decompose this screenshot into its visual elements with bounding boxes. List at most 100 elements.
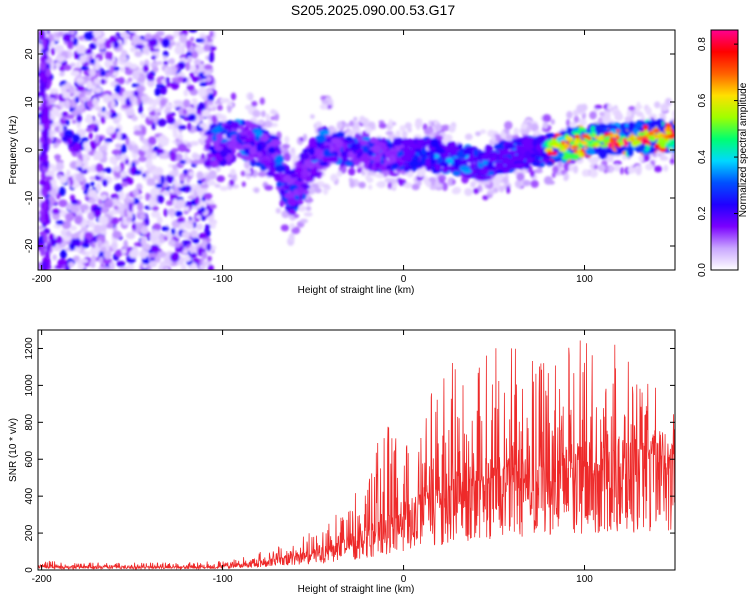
spectrogram-y-tick-label: 0 <box>24 147 35 153</box>
spectrogram-cell <box>284 192 296 199</box>
spectrogram-cell <box>534 150 541 157</box>
spectrogram-cell <box>161 38 171 48</box>
spectrogram-cell <box>48 103 53 111</box>
spectrogram-cell <box>69 194 76 201</box>
colorbar-gradient <box>710 29 739 271</box>
spectrogram-cell <box>348 177 353 183</box>
spectrogram-cell <box>142 173 147 178</box>
spectrogram-cell <box>114 84 122 94</box>
spectrogram-cell <box>168 66 173 76</box>
spectrogram-cell <box>251 159 257 164</box>
spectrogram-cell <box>473 188 480 194</box>
spectrogram-cell <box>43 141 50 153</box>
spectrogram-cell <box>133 169 142 176</box>
spectrogram-cell <box>552 165 559 174</box>
spectrogram-cell <box>159 238 166 244</box>
spectrogram-cell <box>167 208 176 216</box>
spectrogram-cell <box>155 83 165 88</box>
spectrogram-cell <box>87 221 92 227</box>
spectrogram-cell <box>614 163 620 172</box>
spectrogram-cell <box>597 164 606 172</box>
spectrogram-cell <box>94 87 103 94</box>
spectrogram-cell <box>566 119 570 127</box>
spectrogram-cell <box>115 154 121 161</box>
spectrogram-cell <box>349 120 355 127</box>
spectrogram-cell <box>94 106 103 111</box>
spectrogram-cell <box>210 161 220 167</box>
spectrogram-cell <box>259 97 265 105</box>
spectrogram-cell <box>152 34 160 40</box>
spectrogram-cell <box>137 202 144 212</box>
spectrogram-cell <box>91 37 98 42</box>
spectrogram-cell <box>288 233 295 243</box>
spectrogram-cell <box>573 165 579 174</box>
spectrogram-cell <box>464 133 473 141</box>
spectrogram-cell <box>265 113 270 121</box>
spectrogram-cell <box>563 175 569 181</box>
spectrogram-cell <box>581 169 590 177</box>
spectrogram-cell <box>290 173 298 179</box>
spectrogram-cell <box>593 164 598 170</box>
spectrogram-cell <box>238 146 245 151</box>
spectrogram-cell <box>148 115 154 121</box>
spectrogram-cell <box>274 164 286 173</box>
spectrogram-cell <box>308 142 318 150</box>
spectrogram-cell <box>102 93 111 104</box>
colorbar-label: Normalized spectral amplitude <box>738 82 749 217</box>
spectrogram-cell <box>310 114 315 119</box>
spectrogram-cell <box>475 131 481 137</box>
spectrogram-cell <box>58 186 66 197</box>
spectrogram-cell <box>276 181 283 188</box>
spectrogram-cell <box>75 172 85 182</box>
spectrogram-cell <box>550 118 555 125</box>
spectrogram-cell <box>126 216 132 222</box>
spectrogram-cell <box>407 127 412 133</box>
spectrogram-cell <box>117 95 124 101</box>
spectrogram-cell <box>385 131 394 136</box>
spectrogram-cell <box>147 136 157 146</box>
spectrogram-cell <box>157 118 167 127</box>
spectrogram-cell <box>147 76 155 82</box>
spectrogram-cell <box>128 202 133 212</box>
spectrogram-cell <box>514 179 523 189</box>
spectrogram-cell <box>142 259 150 265</box>
spectrogram-cell <box>177 124 187 130</box>
spectrogram-cell <box>336 170 343 177</box>
spectrogram-cell <box>631 135 638 140</box>
spectrogram-cell <box>465 173 473 179</box>
spectrogram-cell <box>663 133 671 140</box>
spectrogram-cell <box>196 223 204 231</box>
spectrogram-cell <box>372 144 382 154</box>
spectrogram-cell <box>72 37 78 47</box>
spectrogram-cells <box>38 30 675 270</box>
snr-frame <box>37 329 676 571</box>
spectrogram-cell <box>199 206 206 213</box>
spectrogram-cell <box>665 131 672 135</box>
snr-y-tick-label: 1200 <box>24 337 35 360</box>
spectrogram-cell <box>602 138 610 144</box>
spectrogram-cell <box>151 210 161 218</box>
spectrogram-cell <box>164 266 169 270</box>
spectrogram-cell <box>191 262 197 270</box>
snr-y-tick-label: 800 <box>24 414 35 431</box>
spectrogram-cell <box>216 133 224 140</box>
spectrogram-cell <box>211 134 218 142</box>
spectrogram-cell <box>109 261 115 270</box>
spectrogram-cell <box>110 99 116 109</box>
spectrogram-cell <box>610 134 617 138</box>
spectrogram-cell <box>89 247 100 256</box>
spectrogram-cell <box>328 155 339 164</box>
spectrogram-cell <box>63 64 72 71</box>
spectrogram-cell <box>330 137 341 145</box>
spectrogram-cell <box>38 225 44 231</box>
spectrogram-x-tick-label: -100 <box>213 274 233 285</box>
spectrogram-cell <box>160 175 166 185</box>
spectrogram-cell <box>211 115 218 123</box>
spectrogram-cell <box>190 36 195 42</box>
spectrogram-cell <box>156 216 163 224</box>
spectrogram-cell <box>214 145 223 152</box>
spectrogram-cell <box>104 138 113 143</box>
spectrogram-cell <box>48 97 56 104</box>
spectrogram-cell <box>274 154 285 164</box>
spectrogram-cell <box>460 160 468 166</box>
